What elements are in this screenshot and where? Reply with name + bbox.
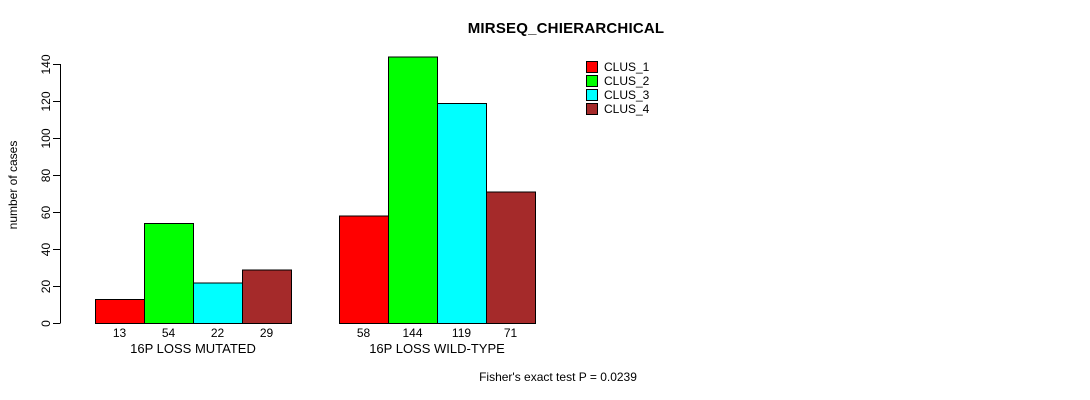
y-tick-label: 80 <box>39 169 53 183</box>
bar-value-label: 144 <box>402 326 422 340</box>
y-tick-label: 120 <box>39 91 53 111</box>
group-label: 16P LOSS WILD-TYPE <box>369 341 505 356</box>
bar-value-label: 13 <box>113 326 127 340</box>
bar-clus_4-group2 <box>486 191 536 324</box>
group-label: 16P LOSS MUTATED <box>130 341 256 356</box>
bar-clus_1-group2 <box>339 215 389 324</box>
bar-clus_3-group1 <box>193 282 243 324</box>
legend-swatch-clus_2 <box>586 75 598 87</box>
bar-clus_3-group2 <box>437 102 487 324</box>
y-tick-label: 20 <box>39 280 53 294</box>
annotation-text: Fisher's exact test P = 0.0239 <box>479 370 637 384</box>
legend-label: CLUS_3 <box>604 88 650 102</box>
legend-label: CLUS_4 <box>604 102 650 116</box>
bar-value-label: 22 <box>211 326 225 340</box>
bar-clus_1-group1 <box>95 298 145 325</box>
legend-item-clus_1: CLUS_1 <box>586 60 649 74</box>
legend-item-clus_3: CLUS_3 <box>586 88 649 102</box>
legend-label: CLUS_1 <box>604 60 650 74</box>
chart-title: MIRSEQ_CHIERARCHICAL <box>467 20 665 37</box>
y-tick-label: 100 <box>39 128 53 148</box>
bar-value-label: 58 <box>357 326 371 340</box>
y-tick-label: 40 <box>39 243 53 257</box>
bar-clus_2-group1 <box>144 223 194 325</box>
bar-value-label: 71 <box>504 326 518 340</box>
legend-swatch-clus_4 <box>586 103 598 115</box>
bar-value-label: 29 <box>260 326 274 340</box>
legend-label: CLUS_2 <box>604 74 650 88</box>
legend-item-clus_2: CLUS_2 <box>586 74 649 88</box>
legend-swatch-clus_3 <box>586 89 598 101</box>
legend-item-clus_4: CLUS_4 <box>586 102 649 116</box>
legend: CLUS_1 CLUS_2 CLUS_3 CLUS_4 <box>586 60 649 116</box>
legend-swatch-clus_1 <box>586 61 598 73</box>
bar-clus_2-group2 <box>388 56 438 324</box>
bar-value-label: 119 <box>452 326 471 340</box>
y-tick-label: 140 <box>39 54 53 74</box>
y-tick-label: 60 <box>39 206 53 220</box>
y-tick-label: 0 <box>39 320 53 327</box>
bar-clus_4-group1 <box>242 269 292 325</box>
bar-value-label: 54 <box>162 326 176 340</box>
